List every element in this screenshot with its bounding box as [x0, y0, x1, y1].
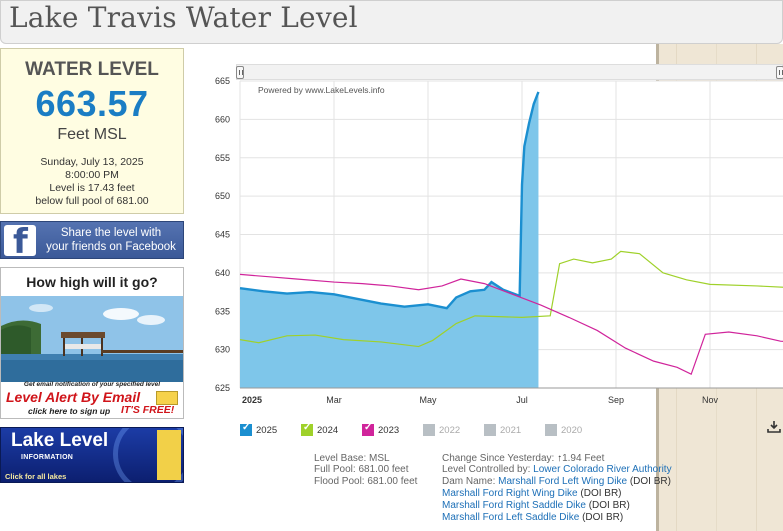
- legend-label: 2020: [561, 425, 583, 436]
- chart-credit: Powered by www.LakeLevels.info: [258, 85, 385, 95]
- checkbox-checked-icon[interactable]: ✓: [301, 422, 313, 436]
- dam-owner: (DOI BR): [627, 476, 671, 487]
- water-level-unit: Feet MSL: [57, 126, 127, 143]
- dam-name-row: Dam Name: Marshall Ford Left Wing Dike (…: [442, 476, 671, 488]
- legend-label: 2022: [439, 425, 461, 436]
- range-handle-right[interactable]: [776, 66, 783, 79]
- dam-owner: (DOI BR): [579, 512, 624, 523]
- facebook-share-text: Share the level with your friends on Fac…: [41, 226, 181, 254]
- info-ad-click-text: Click for all lakes: [5, 472, 67, 481]
- level-below-full-pool-text: below full pool of 681.00: [35, 195, 149, 207]
- legend-label: 2025: [256, 425, 278, 436]
- y-tick-label: 655: [215, 153, 230, 163]
- x-tick-label: 2025: [242, 395, 262, 405]
- facebook-share-line2: your friends on Facebook: [46, 241, 176, 253]
- change-value: 1.94 Feet: [562, 453, 605, 464]
- y-tick-label: 665: [215, 76, 230, 86]
- change-label: Change Since Yesterday:: [442, 453, 558, 464]
- envelope-icon: [156, 391, 178, 405]
- dam-link[interactable]: Marshall Ford Right Saddle Dike: [442, 500, 586, 511]
- y-tick-label: 635: [215, 306, 230, 316]
- facebook-share-button[interactable]: f Share the level with your friends on F…: [0, 221, 184, 262]
- change-since-yesterday: Change Since Yesterday: ↑1.94 Feet: [442, 453, 605, 465]
- series-line-2025: [239, 91, 540, 310]
- legend-label: 2024: [317, 425, 339, 436]
- dam-label: Dam Name:: [442, 476, 499, 487]
- water-level-heading: WATER LEVEL: [25, 59, 159, 80]
- x-tick-label: Nov: [702, 395, 719, 405]
- ad-small-text: Get email notification of your specified…: [23, 381, 161, 388]
- ad-big-text: Level Alert By Email: [6, 389, 141, 405]
- checkbox-checked-icon[interactable]: ✓: [240, 422, 252, 436]
- flood-pool: Flood Pool: 681.00 feet: [314, 476, 418, 487]
- y-tick-label: 625: [215, 383, 230, 393]
- water-level-value: 663.57: [35, 83, 149, 124]
- level-alert-ad[interactable]: How high will it go? Get email notificat…: [0, 267, 184, 419]
- y-tick-label: 650: [215, 191, 230, 201]
- lake-dock-photo: [1, 296, 183, 382]
- level-below-text: Level is 17.43 feet: [49, 182, 135, 194]
- dam-link[interactable]: Marshall Ford Left Wing Dike: [498, 476, 628, 487]
- legend-label: 2023: [378, 425, 400, 436]
- chart-range-scrollbar[interactable]: [236, 64, 783, 80]
- x-tick-label: May: [419, 395, 437, 405]
- up-arrow-icon: ↑: [557, 453, 563, 464]
- y-tick-label: 630: [215, 345, 230, 355]
- facebook-icon: f: [4, 222, 36, 262]
- reading-date: Sunday, July 13, 2025: [40, 156, 144, 168]
- water-level-chart: 625 630 635 640 645 650 655 660 665 2025 Mar May Jul…: [200, 60, 783, 410]
- dam-link[interactable]: Marshall Ford Right Wing Dike: [442, 488, 578, 499]
- ad-swirl-graphic: [113, 428, 183, 482]
- range-handle-left[interactable]: [236, 66, 244, 79]
- x-tick-label: Sep: [608, 395, 624, 405]
- checkbox-unchecked-icon[interactable]: [484, 424, 496, 436]
- ad-heading: How high will it go?: [26, 274, 158, 290]
- y-tick-label: 660: [215, 114, 230, 124]
- dam-owner: (DOI BR): [585, 500, 630, 511]
- title-bar: Lake Travis Water Level: [0, 0, 783, 44]
- series-line-2023: [239, 273, 783, 376]
- dam-row: Marshall Ford Right Wing Dike (DOI BR): [442, 488, 622, 500]
- full-pool: Full Pool: 681.00 feet: [314, 464, 409, 475]
- ad-free-text: IT'S FREE!: [121, 404, 175, 416]
- y-tick-label: 640: [215, 268, 230, 278]
- page-title: Lake Travis Water Level: [9, 1, 358, 34]
- legend-label: 2021: [500, 425, 522, 436]
- info-ad-tag-graphic: [157, 430, 181, 480]
- reading-time: 8:00:00 PM: [65, 169, 119, 181]
- dam-row: Marshall Ford Right Saddle Dike (DOI BR): [442, 500, 630, 512]
- dam-link[interactable]: Marshall Ford Left Saddle Dike: [442, 512, 580, 523]
- y-tick-label: 645: [215, 230, 230, 240]
- dam-owner: (DOI BR): [577, 488, 622, 499]
- checkbox-checked-icon[interactable]: ✓: [362, 422, 374, 436]
- download-icon[interactable]: [767, 420, 781, 434]
- lcra-link[interactable]: Lower Colorado River Authority: [533, 464, 672, 475]
- x-tick-label: Jul: [516, 395, 528, 405]
- lake-level-info-ad[interactable]: Lake Level INFORMATION Click for all lak…: [0, 427, 184, 483]
- ad-signup-text: click here to sign up: [28, 406, 111, 416]
- water-level-box: WATER LEVEL 663.57 Feet MSL Sunday, July…: [0, 48, 184, 214]
- x-tick-label: Mar: [326, 395, 342, 405]
- controlled-label: Level Controlled by:: [442, 464, 534, 475]
- dam-row: Marshall Ford Left Saddle Dike (DOI BR): [442, 512, 624, 524]
- info-ad-subtitle: INFORMATION: [21, 454, 74, 461]
- controlled-by: Level Controlled by: Lower Colorado Rive…: [442, 464, 672, 476]
- series-line-2024: [239, 250, 783, 348]
- info-ad-title: Lake Level: [11, 430, 109, 451]
- chart-svg: 625 630 635 640 645 650 655 660 665 2025 Mar May Jul…: [215, 76, 783, 405]
- chart-legend: ✓ 2025 ✓ 2024 ✓ 2023 2022 2021 2020: [240, 422, 660, 438]
- checkbox-unchecked-icon[interactable]: [423, 424, 435, 436]
- level-base: Level Base: MSL: [314, 453, 390, 464]
- facebook-share-line1: Share the level with: [60, 227, 162, 239]
- series-area-2025: [240, 91, 539, 388]
- checkbox-unchecked-icon[interactable]: [545, 424, 557, 436]
